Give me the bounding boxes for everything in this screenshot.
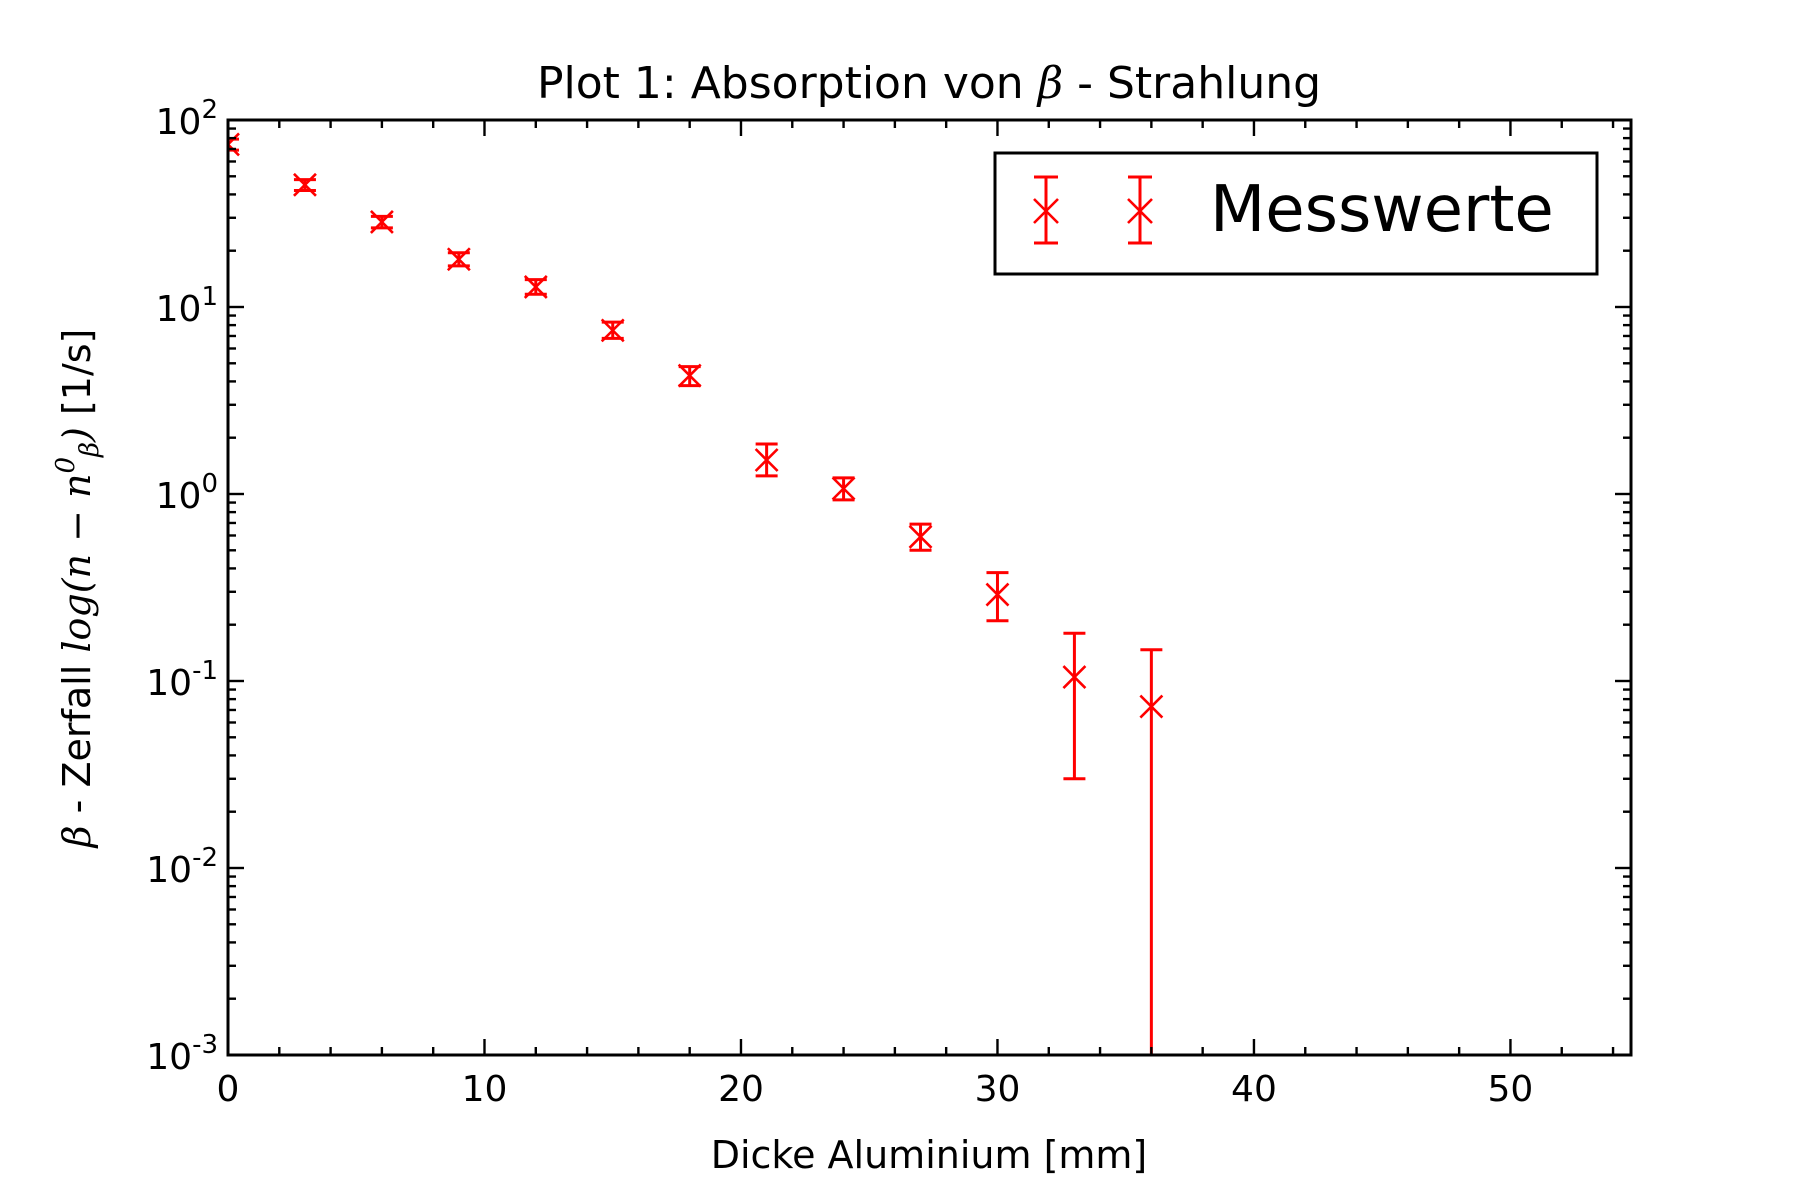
x-marker [1062, 665, 1087, 689]
data-point [831, 476, 856, 502]
y-tick-label: 100 [156, 469, 218, 517]
x-marker [677, 363, 702, 388]
y-axis-label-text2: [1/s] [55, 329, 99, 428]
y-axis-label-math: log(n − n [55, 474, 99, 653]
y-axis-label-sup: 0 [51, 457, 81, 474]
x-tick-labels: 0 10 20 30 40 50 [217, 1069, 1534, 1110]
y-tick-label-base: 10 [156, 102, 202, 143]
x-tick-label: 30 [975, 1069, 1021, 1110]
legend-x-marker [1033, 198, 1059, 224]
y-tick-label-exponent: 1 [201, 282, 218, 312]
data-point [446, 247, 471, 272]
x-marker [523, 275, 548, 299]
data-layer [228, 132, 1164, 1055]
y-tick-label-exponent: -1 [192, 656, 218, 686]
x-marker [293, 172, 317, 197]
x-tick-label: 40 [1231, 1069, 1277, 1110]
data-point [293, 172, 317, 197]
y-tick-label-base: 10 [156, 476, 202, 517]
x-marker [985, 582, 1010, 607]
y-tick-label: 101 [156, 282, 218, 330]
y-axis-label-text1: - Zerfall [55, 653, 99, 826]
x-marker [908, 524, 933, 549]
x-tick-label: 50 [1488, 1069, 1534, 1110]
y-tick-label: 10-3 [146, 1030, 218, 1078]
data-point [677, 363, 702, 388]
data-point [369, 210, 394, 234]
data-point [754, 442, 779, 478]
y-axis-label: β - Zerfall log(n − n0β) [1/s] [51, 329, 105, 850]
chart-title: Plot 1: Absorption von β - Strahlung [537, 58, 1321, 109]
y-axis-label-sub: β [75, 442, 105, 458]
y-tick-label-exponent: -2 [192, 843, 218, 873]
data-point [985, 571, 1010, 623]
y-tick-label-base: 10 [146, 663, 192, 704]
data-point [523, 275, 548, 299]
axes-frame [226, 118, 1633, 1057]
data-point [600, 318, 625, 343]
y-tick-label-base: 10 [146, 1037, 192, 1078]
y-tick-label: 10-1 [146, 656, 218, 704]
y-tick-label-base: 10 [156, 289, 202, 330]
chart-title-symbol: β [1036, 58, 1063, 109]
x-tick-label: 10 [462, 1069, 508, 1110]
y-tick-label: 10-2 [146, 843, 218, 891]
x-axis-label: Dicke Aluminium [mm] [711, 1133, 1148, 1177]
data-point [908, 522, 933, 552]
y-tick-label-exponent: -3 [192, 1030, 218, 1060]
data-point [1139, 648, 1164, 1055]
legend-x-marker [1127, 198, 1153, 224]
legend-marker [1033, 175, 1153, 245]
legend-label: Messwerte [1210, 173, 1554, 247]
chart-title-prefix: Plot 1: Absorption von [537, 58, 1038, 109]
legend-frame [993, 151, 1599, 276]
y-tick-label-exponent: 2 [201, 95, 218, 125]
x-marker [831, 476, 856, 501]
x-marker [446, 247, 471, 272]
y-axis-label-symbol: β [55, 825, 99, 849]
y-axis-label-close: ) [55, 427, 99, 443]
x-marker [369, 210, 394, 234]
legend: Messwerte [993, 151, 1599, 276]
chart-title-suffix: - Strahlung [1063, 58, 1321, 109]
y-tick-label-base: 10 [146, 850, 192, 891]
y-tick-label: 102 [156, 95, 218, 143]
x-marker [754, 448, 779, 472]
x-marker [600, 318, 625, 343]
x-marker [1139, 694, 1164, 719]
data-point [1062, 631, 1087, 781]
x-tick-label: 0 [217, 1069, 240, 1110]
x-tick-label: 20 [718, 1069, 764, 1110]
y-tick-label-exponent: 0 [201, 469, 218, 499]
